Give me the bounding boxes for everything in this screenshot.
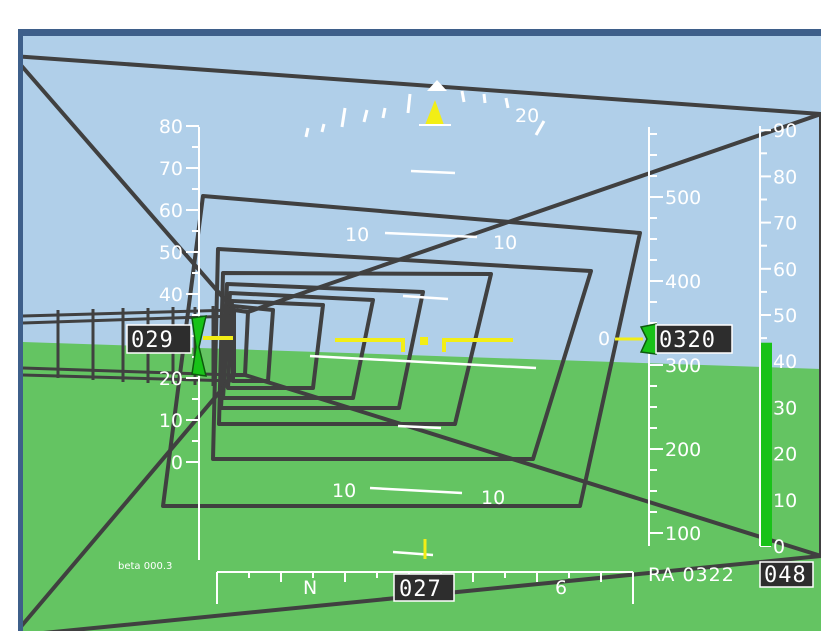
airspeed-bug [191, 315, 207, 377]
tunnel-frames [23, 54, 821, 631]
altitude-labels: 100 200 300 400 500 [665, 187, 701, 545]
bank-scale-label: 20 [515, 105, 539, 127]
radar-altitude: RA 0322 [648, 564, 735, 586]
pitch-label-upper-left: 10 [345, 224, 369, 246]
bank-scale [304, 90, 546, 138]
level-readout: 048 [764, 563, 807, 588]
airspeed-readout: 029 [131, 328, 174, 353]
level-scale-labels: 0 10 20 30 40 50 60 70 80 90 [773, 120, 797, 558]
heading-readout-box [393, 573, 455, 602]
altitude-tick-label: 200 [665, 439, 701, 461]
ground [23, 342, 821, 631]
airspeed-tick-label: 0 [171, 452, 183, 474]
bank-pointer-icon [427, 80, 447, 91]
level-readout-box [759, 561, 814, 588]
level-tick-label: 20 [773, 444, 797, 466]
airspeed-tick-label: 60 [159, 200, 183, 222]
altitude-bug-label: 0 [598, 328, 610, 350]
heading-readout: 027 [399, 577, 442, 602]
sky-pointer-icon [425, 100, 444, 125]
airspeed-tick-label: 50 [159, 242, 183, 264]
level-tick-label: 50 [773, 305, 797, 327]
tunnel-edges [23, 64, 821, 628]
level-tick-label: 0 [773, 536, 785, 558]
altitude-readout: 0320 [659, 328, 716, 353]
flight-path-marker-icon [420, 337, 428, 345]
level-tick-label: 40 [773, 351, 797, 373]
airspeed-tick-label: 40 [159, 284, 183, 306]
level-tick-label: 10 [773, 490, 797, 512]
airspeed-tick-label: 80 [159, 116, 183, 138]
altitude-ticks [649, 133, 663, 534]
airspeed-tick-label: 20 [159, 368, 183, 390]
level-tick-label: 90 [773, 120, 797, 142]
level-tick-label: 60 [773, 259, 797, 281]
heading-label-6: 6 [555, 577, 567, 599]
pitch-label-lower-left: 10 [332, 480, 356, 502]
level-bar [761, 342, 772, 546]
altitude-tick-label: 100 [665, 523, 701, 545]
airspeed-tick-label: 70 [159, 158, 183, 180]
altitude-readout-box [655, 324, 733, 354]
altitude-tick-label: 400 [665, 271, 701, 293]
flight-director-cue [203, 336, 513, 352]
beta-readout: beta 000.3 [118, 561, 172, 572]
pitch-label-upper-right: 10 [493, 232, 517, 254]
level-tick-label: 30 [773, 397, 797, 419]
heading-label-n: N [303, 577, 317, 599]
pitch-ladder [309, 169, 537, 557]
pitch-label-lower-right: 10 [481, 487, 505, 509]
altitude-tick-label: 500 [665, 187, 701, 209]
airspeed-readout-box [126, 324, 192, 354]
altitude-bug [639, 323, 657, 355]
level-tick-label: 80 [773, 166, 797, 188]
altitude-tick-label: 300 [665, 355, 701, 377]
airspeed-tick-label: 10 [159, 410, 183, 432]
level-tick-label: 70 [773, 213, 797, 235]
